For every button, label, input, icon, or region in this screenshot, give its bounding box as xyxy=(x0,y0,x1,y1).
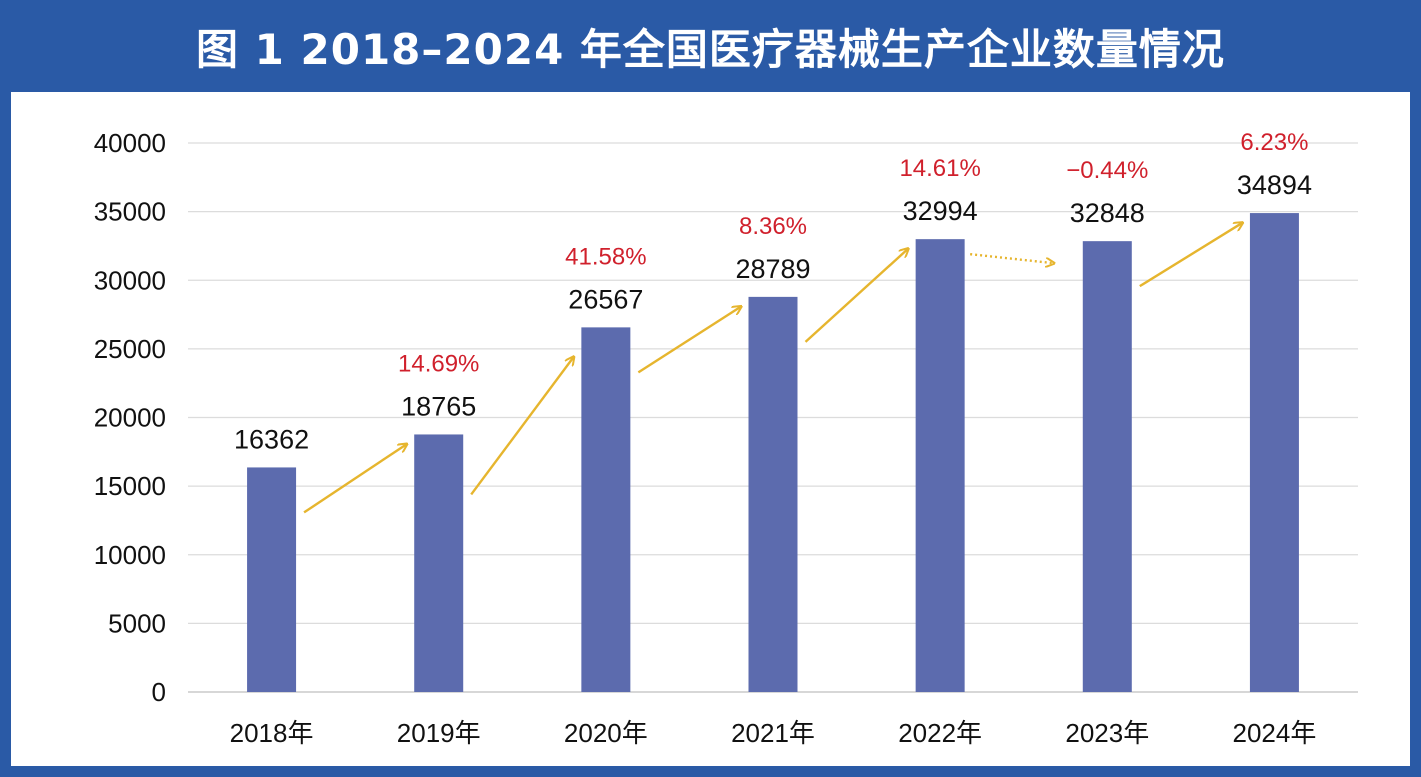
y-tick-label: 10000 xyxy=(94,540,166,570)
x-axis: 2018年 2019年 2020年 2021年 2022年 2023年 2024年 xyxy=(230,718,1317,748)
value-label: 28789 xyxy=(735,254,810,284)
x-tick-label: 2023年 xyxy=(1065,718,1149,748)
growth-arrow xyxy=(470,357,573,496)
growth-label: 14.69% xyxy=(398,350,479,377)
growth-arrow xyxy=(970,252,1053,263)
y-tick-label: 5000 xyxy=(108,608,166,638)
bar xyxy=(414,434,464,692)
bar xyxy=(1082,241,1132,692)
y-tick-label: 40000 xyxy=(94,128,166,158)
growth-arrow xyxy=(637,307,740,374)
growth-label: 41.58% xyxy=(565,243,646,270)
growth-arrow xyxy=(303,444,406,514)
value-label: 26567 xyxy=(568,284,643,314)
title-bar: 图 1 2018–2024 年全国医疗器械生产企业数量情况 xyxy=(0,0,1421,92)
y-axis: 0 5000 10000 15000 20000 25000 30000 35000 40000 xyxy=(94,128,166,707)
growth-label: −0.44% xyxy=(1066,157,1148,184)
x-tick-label: 2019年 xyxy=(397,718,481,748)
value-label: 34894 xyxy=(1237,170,1312,200)
bar xyxy=(915,239,965,692)
value-label: 32848 xyxy=(1070,198,1145,228)
x-tick-label: 2024年 xyxy=(1233,718,1317,748)
y-tick-label: 30000 xyxy=(94,265,166,295)
y-tick-label: 35000 xyxy=(94,197,166,227)
data-labels: 16362 18765 14.69% 26567 41.58% 28789 8.36% 329… xyxy=(234,129,1312,454)
x-tick-label: 2020年 xyxy=(564,718,648,748)
x-tick-label: 2021年 xyxy=(731,718,815,748)
growth-arrows xyxy=(303,223,1242,514)
y-tick-label: 25000 xyxy=(94,334,166,364)
growth-arrow xyxy=(804,249,908,343)
growth-label: 6.23% xyxy=(1240,129,1308,156)
x-tick-label: 2018年 xyxy=(230,718,314,748)
x-tick-label: 2022年 xyxy=(898,718,982,748)
y-tick-label: 0 xyxy=(152,677,166,707)
value-label: 18765 xyxy=(401,391,476,421)
y-tick-label: 15000 xyxy=(94,471,166,501)
y-tick-label: 20000 xyxy=(94,403,166,433)
bar xyxy=(581,327,631,692)
growth-label: 8.36% xyxy=(739,213,807,240)
bar xyxy=(1249,213,1299,693)
chart-title: 图 1 2018–2024 年全国医疗器械生产企业数量情况 xyxy=(196,24,1225,74)
growth-label: 14.61% xyxy=(899,155,980,182)
bar xyxy=(247,467,297,692)
growth-arrow xyxy=(1139,223,1242,288)
bar xyxy=(748,296,798,692)
value-label: 16362 xyxy=(234,424,309,454)
value-label: 32994 xyxy=(903,196,978,226)
bars xyxy=(247,213,1299,693)
